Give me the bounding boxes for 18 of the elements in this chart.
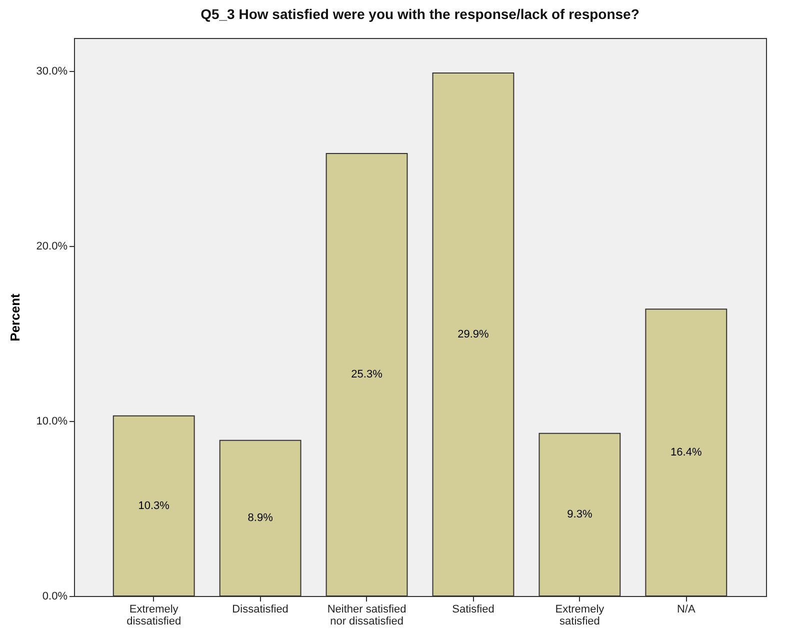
x-tick-label: Satisfied <box>452 604 494 616</box>
y-tick-label: 30.0% <box>36 66 68 78</box>
y-tick-label: 0.0% <box>42 590 68 602</box>
y-axis-title: Percent <box>7 292 22 342</box>
data-label: 29.9% <box>458 328 490 340</box>
x-tick-label: Neither satisfied nor dissatisfied <box>327 604 406 628</box>
data-label: 10.3% <box>138 500 170 512</box>
data-label: 25.3% <box>351 368 383 381</box>
data-label: 16.4% <box>670 446 702 459</box>
data-label: 8.9% <box>248 512 274 524</box>
x-tick-label: N/A <box>676 604 696 616</box>
chart-title: Q5_3 How satisfied were you with the response/lack of response? <box>200 6 640 22</box>
x-tick-label: Extremely satisfied <box>555 604 605 628</box>
x-tick-label: Extremely dissatisfied <box>126 604 182 628</box>
y-tick-label: 10.0% <box>36 416 68 428</box>
data-label: 9.3% <box>567 508 592 521</box>
x-tick-label: Dissatisfied <box>232 604 288 616</box>
y-tick-label: 20.0% <box>36 240 68 253</box>
